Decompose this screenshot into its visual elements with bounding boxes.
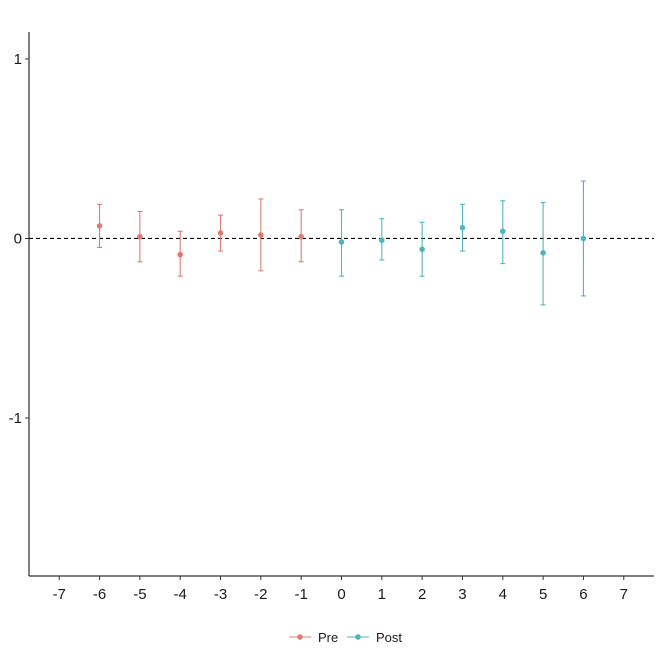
point-pre--2: [258, 232, 264, 238]
legend-item-pre: Pre: [289, 630, 338, 645]
legend-key-point: [297, 634, 303, 640]
point-post-2: [419, 246, 425, 253]
x-tick-label: -1: [295, 586, 308, 603]
point-pre--1: [298, 233, 304, 240]
point-pre--6: [96, 223, 103, 229]
x-tick-label: -5: [133, 586, 146, 603]
point-post-3: [459, 224, 466, 231]
axes-layer: 1 0 -1 -7 -6 -5 -4 -3 -2 -1 0 1 2 3 4 5 6 7: [9, 32, 654, 603]
x-tick-label: -6: [93, 586, 106, 603]
point-post-0: [338, 239, 345, 245]
legend-label: Post: [376, 630, 402, 645]
y-tick-label: 0: [14, 230, 22, 247]
x-tick-label: 7: [620, 586, 628, 603]
y-tick-label: 1: [14, 51, 22, 68]
point-post-1: [379, 237, 385, 244]
legend-item-post: Post: [347, 630, 402, 645]
x-tick-label: 3: [458, 586, 466, 603]
x-tick-label: -4: [174, 586, 187, 603]
x-tick-label: 2: [418, 586, 426, 603]
x-tick-label: -3: [214, 586, 227, 603]
y-tick-label: -1: [9, 410, 22, 427]
marks-layer: [96, 180, 587, 306]
point-post-4: [499, 228, 506, 235]
legend: Pre Post: [289, 630, 402, 645]
x-tick-label: 6: [579, 586, 587, 603]
legend-label: Pre: [318, 630, 338, 645]
point-pre--3: [217, 230, 224, 236]
legend-key-point: [355, 634, 361, 640]
x-tick-label: 0: [337, 586, 345, 603]
x-tick-label: -2: [254, 586, 267, 603]
point-pre--4: [177, 251, 184, 258]
x-tick-label: 4: [499, 586, 507, 603]
point-post-6: [580, 235, 587, 242]
x-tick-label: -7: [53, 586, 66, 603]
point-post-5: [540, 250, 546, 256]
x-tick-label: 1: [378, 586, 386, 603]
point-pre--5: [137, 233, 143, 240]
x-tick-label: 5: [539, 586, 547, 603]
